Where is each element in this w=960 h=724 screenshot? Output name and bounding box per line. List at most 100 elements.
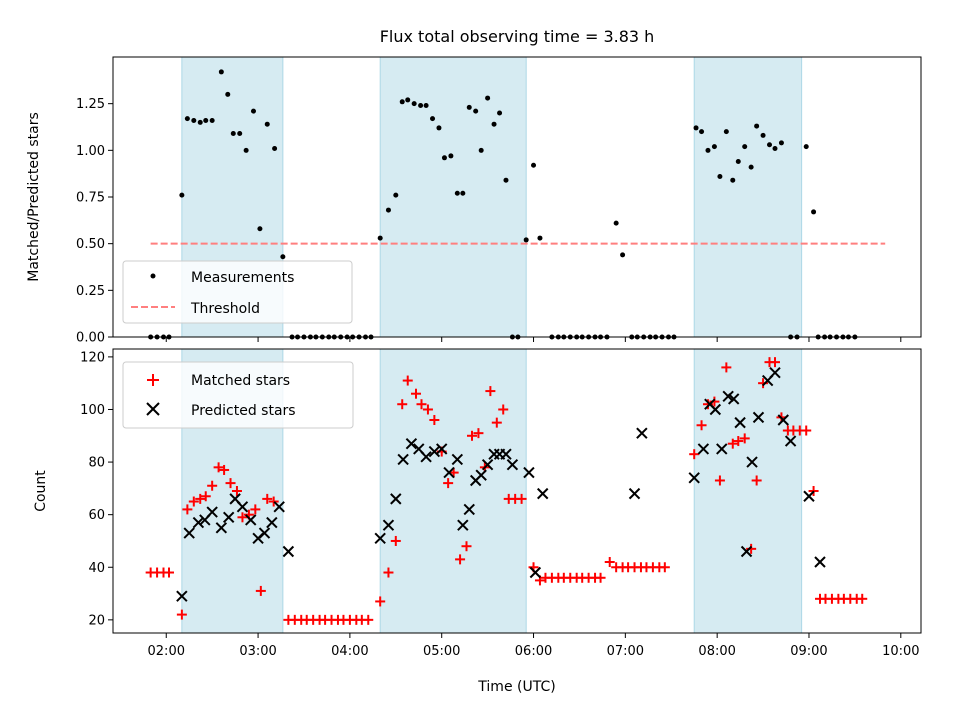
predicted-point [777, 414, 789, 426]
matched-point [225, 478, 236, 489]
measurement-point [803, 144, 809, 150]
measurement-point [811, 209, 817, 215]
matched-point [689, 449, 700, 460]
y-tick-label: 40 [88, 561, 105, 576]
measurement-point [473, 108, 479, 114]
x-tick-label: 07:00 [607, 644, 644, 659]
matched-point [375, 596, 386, 607]
y-tick-label: 80 [88, 456, 105, 471]
matched-point [422, 404, 433, 415]
chart-title: Flux total observing time = 3.83 h [380, 27, 655, 46]
matched-point [213, 462, 224, 473]
measurement-point [257, 226, 263, 232]
predicted-point [628, 487, 641, 500]
matched-point [176, 609, 187, 620]
bottom-panel-x-ticks: 02:00 03:00 04:00 05:00 06:00 07:00 08:00 09:00… [148, 633, 920, 659]
legend-measurements-label: Measurements [191, 270, 294, 286]
measurement-point [250, 108, 256, 114]
predicted-point [397, 453, 409, 466]
bottom-panel-ylabel: Count [33, 470, 49, 512]
y-tick-label: 20 [88, 613, 105, 628]
matched-point [604, 557, 615, 567]
predicted-point [245, 514, 257, 526]
x-tick-label: 09:00 [790, 644, 827, 659]
measurement-point [209, 117, 215, 123]
measurement-point [399, 99, 405, 105]
matched-point [801, 425, 812, 436]
observing-interval [379, 348, 527, 634]
matched-point [195, 493, 206, 504]
bottom-panel-frame [112, 348, 922, 634]
measurement-point [454, 190, 460, 196]
top-panel-legend: Measurements Threshold [122, 260, 353, 324]
predicted-point [451, 453, 464, 466]
x-tick-label: 10:00 [882, 644, 919, 659]
predicted-point [266, 516, 278, 529]
matched-point [188, 496, 199, 507]
predicted-point [537, 487, 549, 500]
measurement-point [523, 237, 529, 243]
observing-interval [379, 56, 527, 338]
bottom-panel-legend: Matched stars Predicted stars [122, 361, 354, 429]
predicted-point [709, 403, 722, 416]
matched-point [485, 386, 496, 397]
legend-matched-label: Matched stars [191, 373, 290, 389]
measurement-point [179, 192, 185, 198]
predicted-point [481, 458, 494, 471]
measurement-point [705, 147, 711, 153]
matched-point [770, 357, 781, 368]
predicted-point [697, 443, 710, 455]
measurement-point [754, 123, 760, 129]
measurement-point [264, 121, 270, 127]
predicted-point [803, 490, 815, 502]
legend-measurements-marker [150, 273, 156, 279]
matched-point [250, 504, 261, 515]
predicted-point [722, 390, 734, 403]
matched-point [516, 493, 527, 504]
matched-point [268, 496, 279, 507]
matched-point [733, 436, 744, 447]
measurement-point [280, 254, 286, 260]
predicted-point [716, 443, 728, 455]
matched-point [739, 433, 750, 444]
bottom-panel-y-ticks: 20 40 60 80 100 120 [80, 350, 113, 628]
predicted-point [236, 501, 249, 513]
measurement-point [620, 252, 626, 258]
predicted-point [273, 501, 285, 513]
predicted-point [636, 427, 648, 439]
measurement-point [613, 220, 619, 226]
measurement-point [237, 131, 243, 137]
predicted-point [752, 411, 765, 424]
predicted-point [463, 503, 475, 516]
y-tick-label: 0.50 [76, 237, 105, 252]
x-tick-label: 06:00 [515, 644, 552, 659]
measurement-point [230, 131, 236, 137]
predicted-point [523, 466, 535, 479]
measurement-point [385, 207, 391, 213]
measurement-point [491, 121, 497, 127]
measurement-point [693, 125, 699, 131]
matched-point [498, 404, 509, 415]
matched-point [696, 420, 707, 431]
predicted-point [183, 527, 195, 539]
measurement-point [748, 164, 754, 170]
x-tick-label: 02:00 [148, 644, 185, 659]
measurement-point [531, 162, 537, 168]
x-tick-label: 03:00 [239, 644, 276, 659]
matched-point [727, 438, 738, 449]
matched-point [411, 388, 421, 399]
measurement-point [225, 91, 231, 97]
predicted-point [769, 366, 781, 379]
matched-point [397, 399, 408, 410]
predicted-point [784, 435, 797, 447]
predicted-point [436, 443, 448, 455]
measurement-point [377, 235, 383, 241]
y-tick-label: 60 [88, 508, 105, 523]
matched-point [363, 614, 374, 625]
predicted-point [192, 516, 205, 529]
measurement-point [537, 235, 543, 241]
matched-point [231, 486, 242, 496]
measurement-point [485, 95, 491, 101]
predicted-point [475, 469, 487, 481]
predicted-point [814, 556, 826, 568]
